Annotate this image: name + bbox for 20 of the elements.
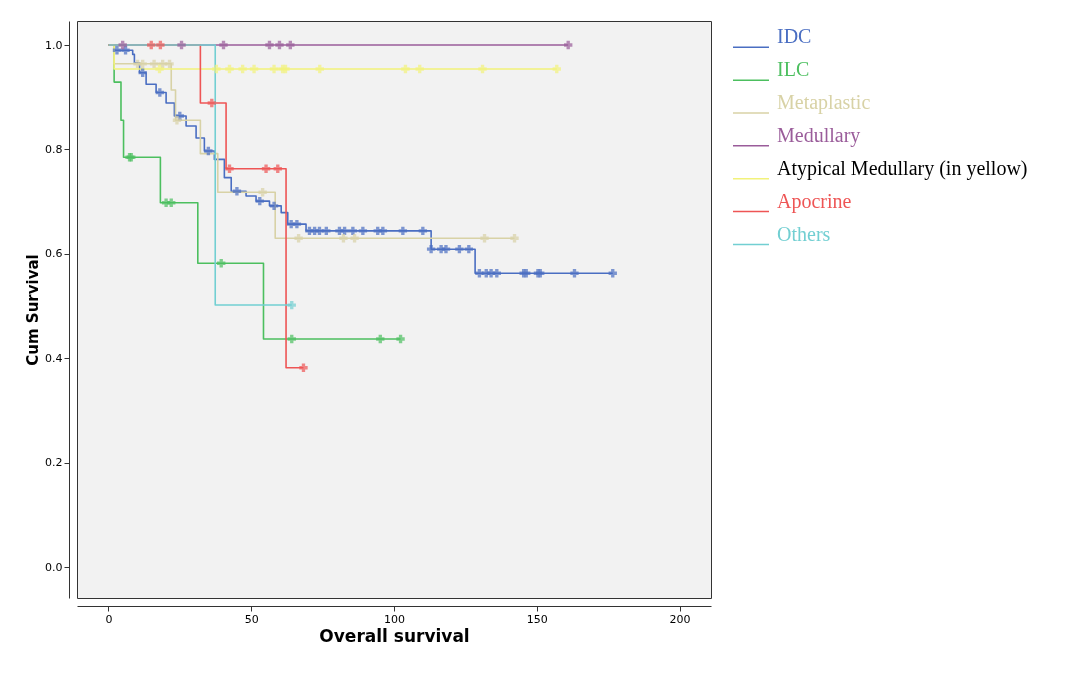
y-tick-label: 0.2 xyxy=(45,456,63,470)
y-tick-label: 1.0 xyxy=(45,38,63,52)
x-tick-label: 100 xyxy=(384,612,405,626)
legend-label: Metaplastic xyxy=(777,91,871,115)
legend-label: IDC xyxy=(777,25,812,48)
y-tick-label: 0.4 xyxy=(45,351,63,365)
x-axis-title: Overall survival xyxy=(319,625,470,646)
y-axis-title: Cum Survival xyxy=(24,254,43,366)
legend-label: ILC xyxy=(777,58,810,81)
x-tick-label: 150 xyxy=(526,612,548,626)
y-tick-label: 0.0 xyxy=(45,560,63,574)
legend-label: Others xyxy=(777,222,831,245)
legend-label: Apocrine xyxy=(777,189,852,213)
legend-label: Atypical Medullary (in yellow) xyxy=(777,156,1028,180)
legend-label: Medullary xyxy=(777,124,861,147)
x-tick-label: 50 xyxy=(244,612,259,626)
y-tick-label: 0.8 xyxy=(45,142,63,156)
x-tick-label: 0 xyxy=(105,612,113,626)
x-tick-label: 200 xyxy=(669,612,691,626)
y-tick-label: 0.6 xyxy=(45,247,63,261)
